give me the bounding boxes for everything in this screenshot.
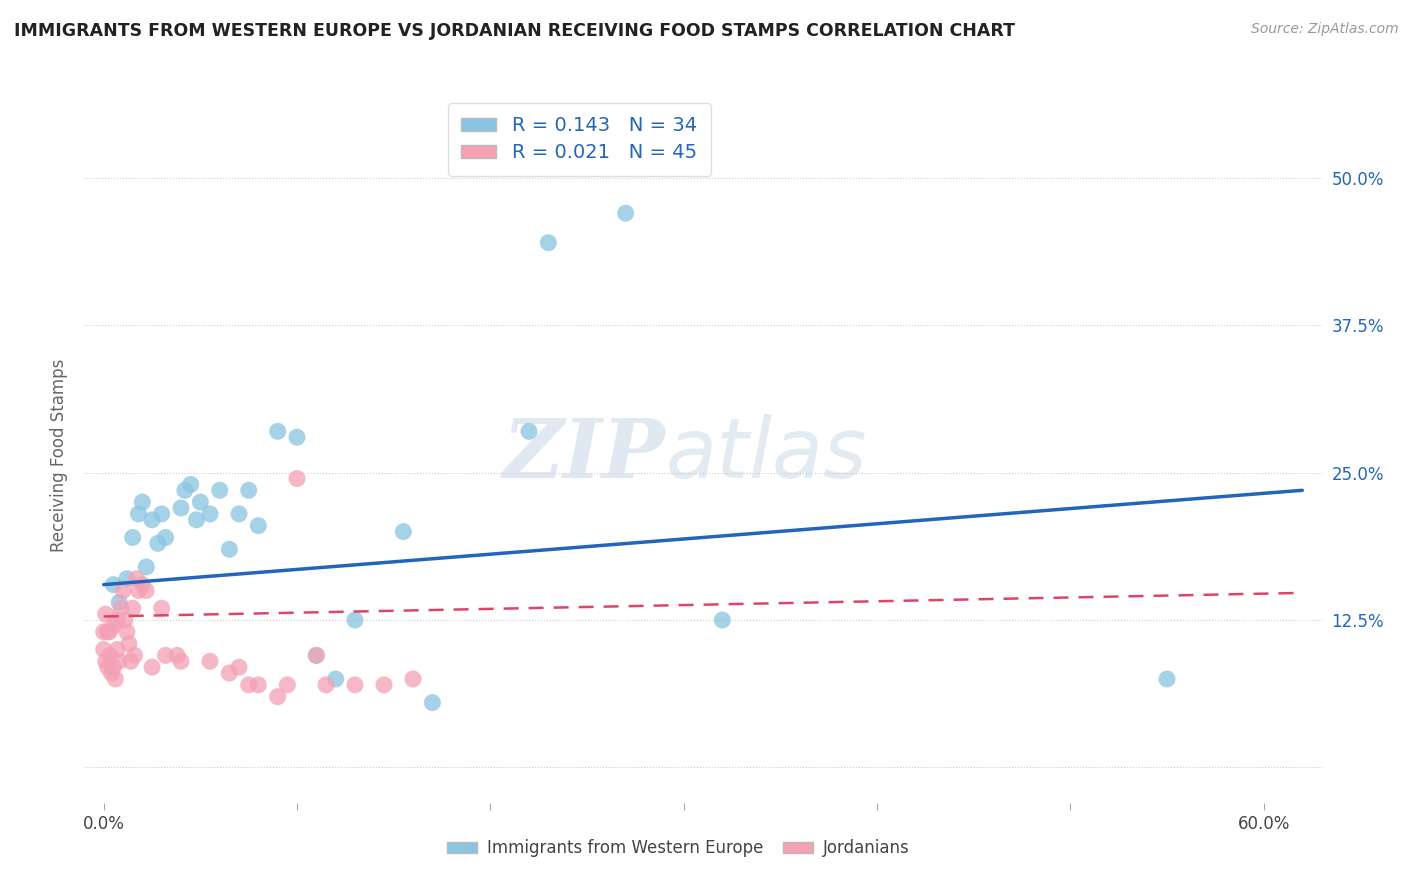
- Point: [155, 648, 177, 663]
- Point: [325, 672, 347, 686]
- Point: [170, 500, 193, 515]
- Text: Source: ZipAtlas.com: Source: ZipAtlas.com: [1251, 22, 1399, 37]
- Point: [1156, 672, 1178, 686]
- Point: [135, 560, 157, 574]
- Point: [125, 572, 148, 586]
- Point: [128, 507, 150, 521]
- Point: [537, 235, 560, 250]
- Point: [344, 613, 367, 627]
- Point: [247, 678, 270, 692]
- Point: [186, 513, 208, 527]
- Text: atlas: atlas: [666, 415, 868, 495]
- Point: [115, 624, 138, 639]
- Point: [110, 601, 132, 615]
- Point: [104, 672, 127, 686]
- Point: [103, 619, 125, 633]
- Point: [105, 642, 128, 657]
- Point: [112, 583, 135, 598]
- Point: [180, 477, 202, 491]
- Point: [98, 624, 121, 639]
- Point: [100, 666, 122, 681]
- Point: [305, 648, 328, 663]
- Point: [285, 471, 308, 485]
- Point: [103, 660, 125, 674]
- Text: IMMIGRANTS FROM WESTERN EUROPE VS JORDANIAN RECEIVING FOOD STAMPS CORRELATION CH: IMMIGRANTS FROM WESTERN EUROPE VS JORDAN…: [14, 22, 1015, 40]
- Point: [166, 648, 188, 663]
- Point: [315, 678, 337, 692]
- Point: [267, 425, 290, 439]
- Point: [124, 648, 146, 663]
- Point: [198, 654, 221, 668]
- Point: [108, 654, 131, 668]
- Point: [146, 536, 169, 550]
- Point: [238, 678, 260, 692]
- Point: [94, 607, 117, 621]
- Point: [614, 206, 637, 220]
- Point: [131, 577, 153, 591]
- Point: [422, 696, 444, 710]
- Point: [392, 524, 415, 539]
- Point: [285, 430, 308, 444]
- Point: [208, 483, 231, 498]
- Point: [115, 572, 138, 586]
- Point: [105, 613, 128, 627]
- Point: [517, 425, 540, 439]
- Point: [238, 483, 260, 498]
- Point: [155, 531, 177, 545]
- Point: [218, 542, 240, 557]
- Point: [135, 583, 157, 598]
- Point: [94, 654, 117, 668]
- Point: [97, 624, 120, 639]
- Point: [228, 660, 250, 674]
- Point: [190, 495, 212, 509]
- Point: [247, 518, 270, 533]
- Point: [267, 690, 290, 704]
- Y-axis label: Receiving Food Stamps: Receiving Food Stamps: [51, 359, 69, 551]
- Point: [141, 660, 163, 674]
- Point: [711, 613, 734, 627]
- Point: [305, 648, 328, 663]
- Point: [150, 601, 173, 615]
- Point: [114, 613, 136, 627]
- Point: [141, 513, 163, 527]
- Point: [98, 648, 121, 663]
- Point: [131, 495, 153, 509]
- Point: [150, 507, 173, 521]
- Point: [128, 583, 150, 598]
- Point: [218, 666, 240, 681]
- Point: [103, 577, 125, 591]
- Point: [121, 531, 143, 545]
- Point: [344, 678, 367, 692]
- Point: [97, 660, 120, 674]
- Point: [402, 672, 425, 686]
- Point: [276, 678, 298, 692]
- Point: [198, 507, 221, 521]
- Legend: Immigrants from Western Europe, Jordanians: Immigrants from Western Europe, Jordania…: [440, 833, 917, 864]
- Point: [93, 642, 115, 657]
- Point: [174, 483, 197, 498]
- Point: [373, 678, 395, 692]
- Point: [120, 654, 142, 668]
- Point: [93, 624, 115, 639]
- Point: [170, 654, 193, 668]
- Point: [121, 601, 143, 615]
- Point: [108, 595, 131, 609]
- Point: [228, 507, 250, 521]
- Point: [118, 637, 141, 651]
- Text: ZIP: ZIP: [503, 415, 666, 495]
